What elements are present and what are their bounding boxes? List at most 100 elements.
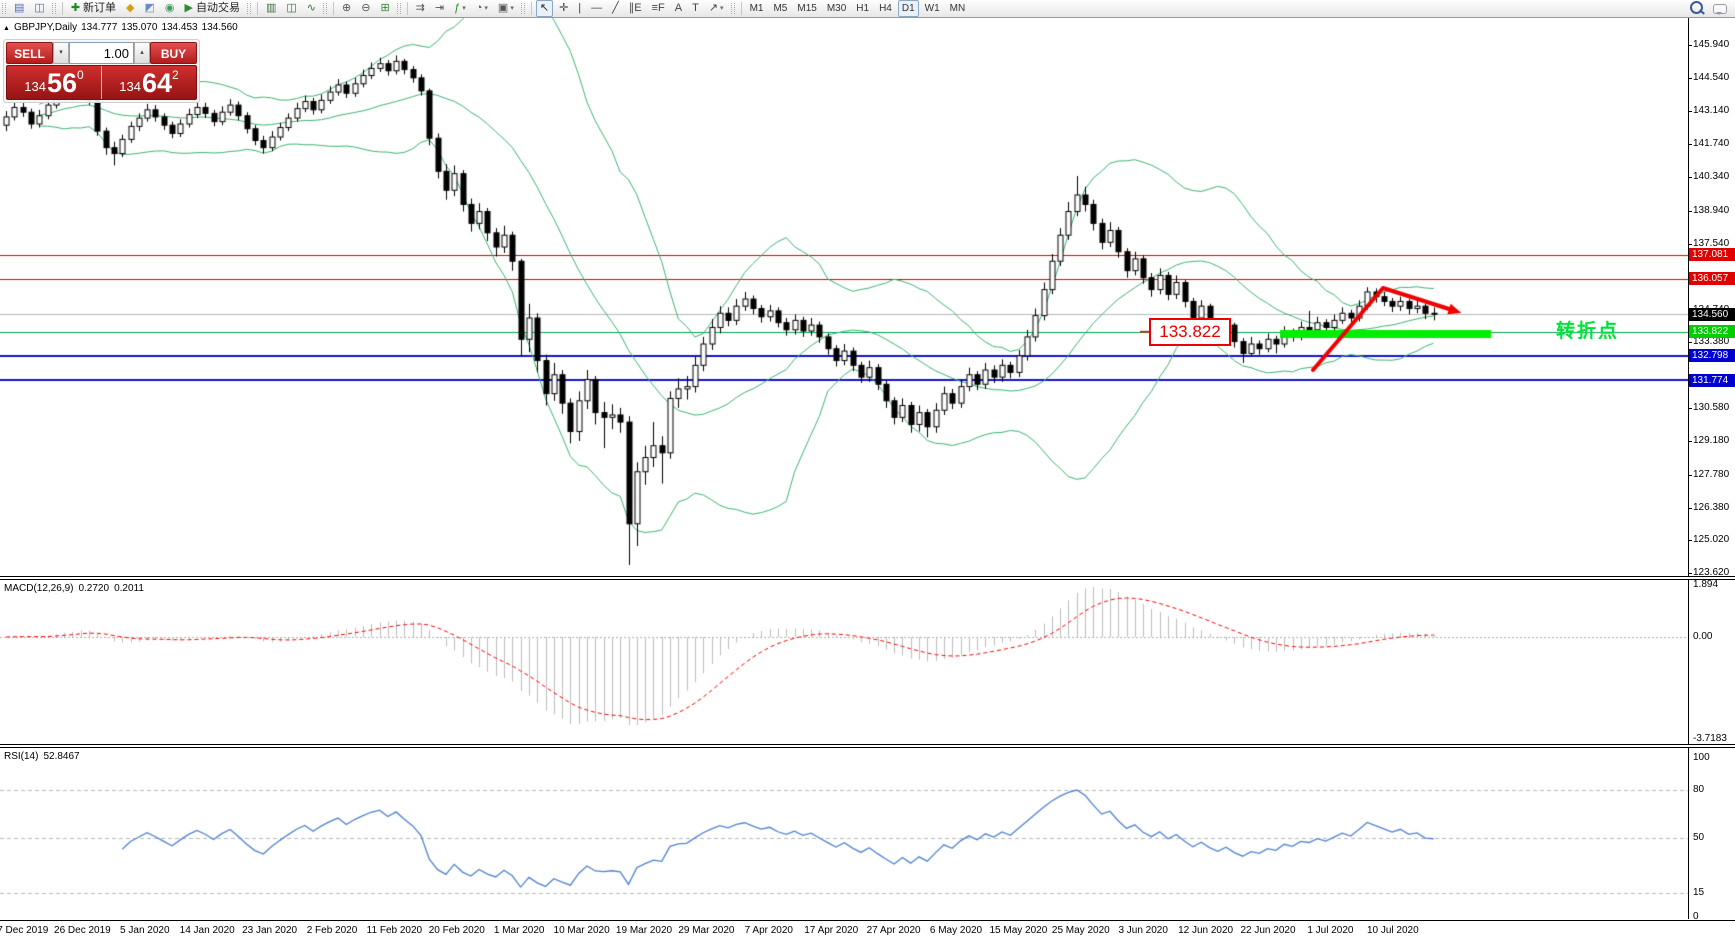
- tf-w1[interactable]: W1: [921, 0, 944, 17]
- volume-input[interactable]: [69, 42, 134, 64]
- fibonacci-icon[interactable]: ≡F: [648, 0, 669, 17]
- tf-h4[interactable]: H4: [875, 0, 896, 17]
- zoom-in-icon[interactable]: ⊕: [338, 0, 355, 17]
- styles-icon[interactable]: ◆: [122, 0, 138, 17]
- tf-h1[interactable]: H1: [852, 0, 873, 17]
- auto-trading-button[interactable]: ▶ 自动交易: [181, 0, 244, 17]
- periods-icon[interactable]: ◔ ▾: [472, 0, 492, 17]
- tile-windows-icon[interactable]: ⊞: [376, 0, 393, 17]
- price-tick: 144.540: [1688, 72, 1730, 84]
- ohlc-low: 134.453: [161, 22, 198, 33]
- ohlc-high: 135.070: [121, 22, 158, 33]
- time-axis-label: 11 Feb 2020: [366, 925, 423, 936]
- text-label-icon: T: [692, 2, 699, 14]
- tf-mn[interactable]: MN: [946, 0, 970, 17]
- templates-icon[interactable]: ▣ ▾: [494, 0, 518, 17]
- horizontal-line-icon: —: [591, 2, 603, 14]
- toolbar-grip[interactable]: [730, 3, 735, 14]
- auto-scroll-icon[interactable]: ⇉: [412, 0, 429, 17]
- time-axis-label: 17 Dec 2019: [0, 925, 49, 936]
- price-badge: 132.798: [1689, 349, 1735, 363]
- text-label-icon[interactable]: T: [688, 0, 703, 17]
- toolbar-grip[interactable]: [520, 3, 525, 14]
- chevron-down-icon[interactable]: ▾: [462, 5, 466, 12]
- vertical-line-icon[interactable]: |: [574, 0, 585, 17]
- chevron-down-icon[interactable]: ▾: [484, 5, 488, 12]
- crosshair-icon: ✛: [559, 2, 569, 14]
- crosshair-icon[interactable]: ✛: [555, 0, 572, 17]
- buy-button[interactable]: BUY: [150, 42, 197, 64]
- arrows-icon[interactable]: ↗ ▾: [705, 0, 728, 17]
- toolbar-grip[interactable]: [323, 3, 328, 14]
- bar-chart-icon[interactable]: ▥: [262, 0, 280, 17]
- time-axis-label: 5 Jan 2020: [120, 925, 170, 936]
- tf-w1-label: W1: [924, 3, 940, 14]
- horizontal-line-icon[interactable]: —: [587, 0, 606, 17]
- zoom-out-icon: ⊖: [361, 2, 371, 14]
- collapse-icon[interactable]: ▲: [3, 25, 10, 32]
- rsi-indicator-panel[interactable]: [0, 748, 1688, 919]
- time-axis-label: 19 Mar 2020: [615, 925, 673, 936]
- tf-m5[interactable]: M5: [769, 0, 791, 17]
- zoom-in-icon: ⊕: [342, 2, 352, 14]
- toolbar-grip[interactable]: [2, 3, 6, 14]
- sell-price-big: 56: [46, 68, 78, 98]
- turning-point-label[interactable]: 转折点: [1556, 321, 1620, 342]
- chevron-down-icon[interactable]: ▾: [510, 5, 514, 12]
- macd-axis-tick: 1.894: [1693, 578, 1719, 590]
- bar-chart-icon: ▥: [265, 2, 277, 14]
- macd-signal-value: 0.2011: [114, 583, 144, 594]
- market-watch-icon[interactable]: ▤: [10, 0, 28, 17]
- toolbar-grip[interactable]: [396, 3, 401, 14]
- volume-decrease-button[interactable]: ▾: [53, 42, 69, 64]
- time-axis[interactable]: 17 Dec 2019 26 Dec 2019 5 Jan 2020 14 Jan 2…: [0, 920, 1735, 939]
- macd-label: MACD(12,26,9) 0.2720 0.2011: [4, 583, 144, 594]
- new-order-button[interactable]: ✚ 新订单: [67, 0, 120, 17]
- tf-m30-label: M30: [826, 3, 847, 14]
- sell-button[interactable]: SELL: [6, 42, 53, 64]
- line-chart-icon[interactable]: ∿: [303, 0, 320, 17]
- one-click-trading-panel: SELL ▾ ▴ BUY 134 56 0 134 64 2: [3, 39, 200, 103]
- tile-windows-icon: ⊞: [380, 2, 390, 14]
- toolbar-separator: [740, 2, 742, 15]
- buy-price-display[interactable]: 134 64 2: [102, 66, 196, 99]
- indicators-icon[interactable]: ƒ ▾: [450, 0, 470, 17]
- search-icon[interactable]: [1690, 1, 1703, 14]
- indicators-icon: ƒ: [454, 2, 461, 14]
- price-annotation-box[interactable]: 133.822: [1149, 318, 1231, 346]
- community-icon: ◩: [144, 2, 155, 14]
- chevron-down-icon[interactable]: ▾: [720, 5, 724, 12]
- data-window-icon[interactable]: ◫: [30, 0, 48, 17]
- tf-d1[interactable]: D1: [897, 0, 919, 17]
- price-axis[interactable]: 145.940 144.540 143.140 141.740 140.340 138.9…: [1688, 18, 1735, 922]
- price-tick: 127.780: [1688, 468, 1730, 480]
- panel-splitter[interactable]: [0, 576, 1735, 580]
- text-icon[interactable]: A: [671, 0, 686, 17]
- signals-icon[interactable]: ◉: [161, 0, 179, 17]
- toolbar-grip[interactable]: [51, 3, 56, 14]
- cursor-icon[interactable]: ↖: [535, 0, 554, 17]
- chart-shift-icon[interactable]: ⇥: [431, 0, 448, 17]
- toolbar-grip[interactable]: [246, 3, 251, 14]
- community-icon[interactable]: ◩: [141, 0, 159, 17]
- auto-scroll-icon: ⇉: [415, 2, 425, 14]
- rsi-axis-tick: 80: [1693, 783, 1705, 795]
- tf-h1-label: H1: [856, 3, 870, 14]
- equidistant-channel-icon[interactable]: ∥E: [625, 0, 646, 17]
- candlestick-chart-icon[interactable]: ◫: [282, 0, 300, 17]
- arrows-icon: ↗: [708, 2, 719, 14]
- chat-icon[interactable]: [1713, 3, 1727, 15]
- tf-m1[interactable]: M1: [746, 0, 768, 17]
- tf-m15[interactable]: M15: [793, 0, 820, 17]
- candlestick-chart[interactable]: [0, 18, 1688, 576]
- trendline-icon[interactable]: ╱: [608, 0, 623, 17]
- zoom-out-icon[interactable]: ⊖: [357, 0, 374, 17]
- chart-title: ▲ GBPJPY,Daily 134.777 135.070 134.453 134.56…: [3, 22, 242, 33]
- trendline-icon: ╱: [612, 2, 619, 14]
- volume-increase-button[interactable]: ▴: [134, 42, 150, 64]
- panel-splitter[interactable]: [0, 744, 1735, 748]
- macd-indicator-panel[interactable]: [0, 580, 1688, 744]
- tf-m30[interactable]: M30: [823, 0, 850, 17]
- sell-price-display[interactable]: 134 56 0: [7, 66, 102, 99]
